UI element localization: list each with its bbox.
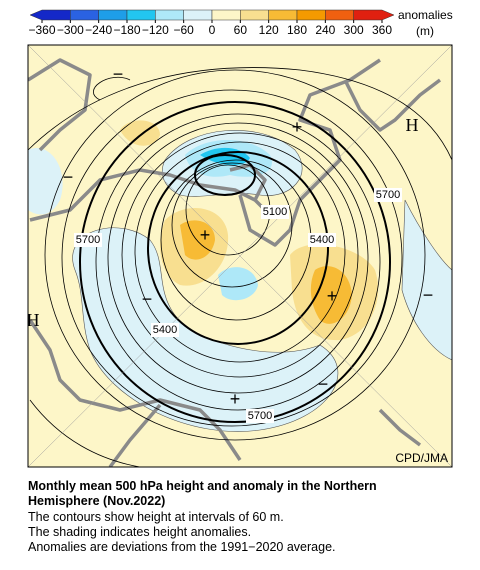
colorbar-segment (268, 9, 298, 21)
colorbar-tick-label: 0 (209, 23, 216, 37)
positive-marker: + (230, 389, 241, 409)
colorbar-tick-label: −360 (28, 23, 55, 37)
map-frame (27, 44, 453, 468)
colorbar-tick-label: 180 (287, 23, 307, 37)
colorbar-unit: (m) (416, 24, 434, 38)
negative-area (218, 267, 258, 301)
colorbar-tick-label: −180 (113, 23, 140, 37)
negative-marker: − (63, 167, 74, 187)
colorbar-segment (353, 9, 395, 21)
contour-label: 5700 (376, 189, 400, 201)
colorbar-segment (296, 9, 326, 21)
contours (28, 67, 452, 467)
negative-area (401, 199, 452, 361)
colorbar-segment (155, 9, 184, 21)
colorbar-tick-label: 60 (234, 23, 248, 37)
colorbar-tick-label: 120 (259, 23, 279, 37)
colorbar-segment (325, 9, 354, 21)
contour-label: 5700 (248, 410, 272, 422)
colorbar: −360 −300 −240 −180 −120 −60 0 60 120 180 240 300 36… (28, 9, 395, 37)
contour-label: 5400 (153, 324, 177, 336)
figure: −360 −300 −240 −180 −120 −60 0 60 120 180 240 300 36… (27, 8, 453, 468)
colorbar-segment (211, 9, 241, 21)
high-marker: H (27, 310, 40, 330)
contour-label: 5400 (310, 234, 334, 246)
colorbar-tick-label: −240 (85, 23, 112, 37)
positive-area (120, 120, 160, 146)
negative-marker: − (423, 285, 434, 305)
colorbar-segment (98, 9, 128, 21)
caption-line: The shading indicates height anomalies. (28, 525, 252, 539)
colorbar-segment (70, 9, 99, 21)
colorbar-segment (240, 9, 269, 21)
caption-title: Hemisphere (Nov.2022) (28, 494, 166, 508)
colorbar-label: anomalies (398, 8, 453, 22)
caption-line: The contours show height at intervals of… (28, 510, 284, 524)
negative-marker: − (113, 64, 124, 84)
high-marker: H (406, 115, 419, 135)
colorbar-tick-label: 360 (372, 23, 392, 37)
colorbar-tick-label: −300 (57, 23, 84, 37)
contour-label: 5700 (76, 234, 100, 246)
coastlines (28, 58, 442, 467)
positive-marker: + (200, 225, 211, 245)
contour-label: 5100 (263, 206, 287, 218)
colorbar-tick-label: 240 (315, 23, 335, 37)
colorbar-segment (126, 9, 156, 21)
caption-line: Anomalies are deviations from the 1991−2… (28, 540, 336, 554)
colorbar-tick-label: −60 (173, 23, 194, 37)
negative-marker: − (142, 289, 153, 309)
positive-area (180, 220, 215, 260)
credit: CPD/JMA (395, 451, 448, 465)
negative-marker: − (318, 374, 329, 394)
colorbar-segment (29, 9, 71, 21)
colorbar-tick-label: 300 (344, 23, 364, 37)
colorbar-tick-label: −120 (142, 23, 169, 37)
positive-marker: + (327, 286, 338, 306)
negative-area (72, 227, 339, 432)
caption-title: Monthly mean 500 hPa height and anomaly … (28, 479, 377, 493)
positive-marker: + (292, 117, 303, 137)
colorbar-segment (183, 9, 213, 21)
map: 5700 5100 5400 5400 5700 5700 H H + + + … (27, 45, 452, 467)
